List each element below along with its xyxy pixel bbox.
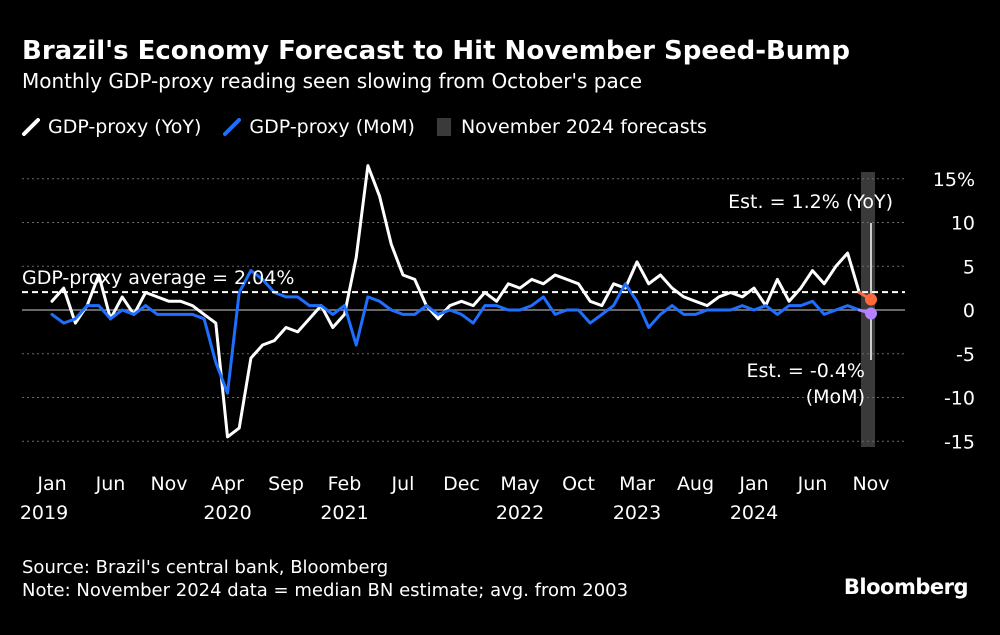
x-tick-year-10: 2023	[613, 502, 661, 524]
legend-label-forecast: November 2024 forecasts	[460, 116, 707, 138]
legend-line-mom-icon	[223, 118, 242, 136]
x-tick-month-4: Sep	[268, 473, 304, 495]
x-tick-year-3: 2020	[203, 502, 251, 524]
legend-item-forecast: November 2024 forecasts	[436, 116, 707, 138]
estimate-label-mom-line1: Est. = -0.4%	[746, 360, 865, 382]
estimate-label-yoy: Est. = 1.2% (YoY)	[728, 191, 893, 213]
x-tick-year-8: 2022	[496, 502, 544, 524]
x-tick-month-10: Mar	[619, 473, 655, 495]
bloomberg-logo: Bloomberg	[843, 575, 969, 599]
y-tick-label-1: 10	[951, 213, 975, 235]
chart-title: Brazil's Economy Forecast to Hit Novembe…	[22, 36, 851, 66]
x-tick-month-13: Jun	[797, 473, 828, 495]
legend-label-mom: GDP-proxy (MoM)	[249, 116, 415, 138]
x-tick-month-6: Jul	[391, 473, 415, 495]
x-tick-year-12: 2024	[730, 502, 778, 524]
estimate-point-yoy	[865, 293, 877, 306]
x-tick-month-12: Jan	[738, 473, 768, 495]
x-tick-month-14: Nov	[852, 473, 889, 495]
estimate-label-mom-line2: (MoM)	[806, 386, 865, 408]
chart-subtitle: Monthly GDP-proxy reading seen slowing f…	[22, 69, 643, 93]
x-tick-year-5: 2021	[320, 502, 368, 524]
series-line-mom	[50, 269, 861, 395]
y-tick-label-4: -5	[956, 344, 975, 366]
legend-line-yoy-icon	[22, 118, 40, 136]
legend: GDP-proxy (YoY) GDP-proxy (MoM) November…	[22, 114, 729, 140]
x-tick-month-3: Apr	[211, 473, 244, 495]
y-tick-label-5: -10	[944, 388, 975, 410]
y-tick-label-3: 0	[963, 300, 975, 322]
legend-label-yoy: GDP-proxy (YoY)	[48, 116, 202, 138]
x-tick-year-0: 2019	[20, 502, 68, 524]
y-tick-label-2: 5	[963, 256, 975, 278]
x-tick-month-5: Feb	[328, 473, 362, 495]
legend-box-forecast-icon	[436, 118, 451, 136]
chart-plot: 15% 10 5 0 -5 -10 -15 GDP-proxy average = 2.04%…	[20, 164, 975, 524]
y-tick-label-6: -15	[944, 431, 975, 453]
footer-source: Source: Brazil's central bank, Bloomberg	[22, 557, 389, 578]
x-tick-month-11: Aug	[677, 473, 714, 495]
series-line-yoy	[50, 164, 861, 439]
x-tick-month-0: Jan	[36, 473, 66, 495]
x-tick-month-9: Oct	[562, 473, 595, 495]
x-tick-month-1: Jun	[95, 473, 126, 495]
x-tick-month-8: May	[500, 473, 539, 495]
average-label: GDP-proxy average = 2.04%	[22, 267, 294, 289]
footer-note: Note: November 2024 data = median BN est…	[22, 580, 629, 601]
x-tick-month-7: Dec	[443, 473, 480, 495]
x-tick-month-2: Nov	[150, 473, 187, 495]
estimate-point-mom	[865, 307, 877, 320]
legend-item-mom: GDP-proxy (MoM)	[223, 116, 415, 138]
legend-item-yoy: GDP-proxy (YoY)	[22, 116, 201, 138]
y-tick-label-0: 15%	[933, 169, 975, 191]
